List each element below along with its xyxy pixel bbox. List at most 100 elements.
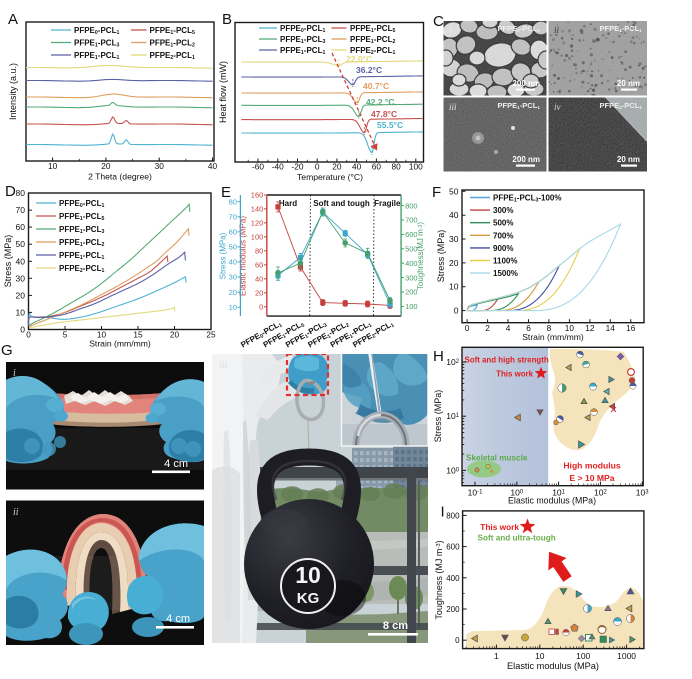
svg-text:PFPE0-PCL1: PFPE0-PCL1 [59, 199, 104, 209]
svg-text:120: 120 [251, 219, 264, 228]
svg-text:200: 200 [446, 605, 460, 614]
svg-text:400: 400 [446, 574, 460, 583]
svg-text:10: 10 [48, 161, 58, 171]
svg-text:30: 30 [16, 273, 26, 283]
svg-text:PFPE0-PCL1: PFPE0-PCL1 [280, 24, 325, 34]
svg-text:4 cm: 4 cm [164, 458, 188, 470]
svg-text:40: 40 [352, 162, 362, 172]
svg-text:20: 20 [16, 290, 26, 300]
svg-text:10: 10 [97, 330, 107, 340]
svg-text:12: 12 [585, 323, 595, 333]
svg-text:PFPE1-PCL3: PFPE1-PCL3 [59, 225, 104, 235]
svg-text:100: 100 [251, 233, 264, 242]
svg-text:i: i [450, 24, 453, 34]
svg-text:0: 0 [20, 325, 25, 335]
svg-text:-40: -40 [272, 162, 284, 172]
svg-text:160: 160 [251, 191, 264, 200]
svg-text:Stress (MPa): Stress (MPa) [433, 390, 443, 443]
svg-text:50: 50 [229, 243, 237, 252]
svg-text:800: 800 [405, 201, 418, 210]
svg-text:E: E [221, 184, 231, 201]
svg-text:PFPE0-PCL1: PFPE0-PCL1 [74, 26, 119, 36]
svg-text:10: 10 [295, 562, 321, 588]
svg-text:50: 50 [449, 186, 459, 196]
svg-text:Skeletal muscle: Skeletal muscle [466, 454, 528, 463]
svg-text:PFPE1-PCL1: PFPE1-PCL1 [280, 46, 325, 56]
svg-text:400: 400 [405, 259, 418, 268]
svg-text:Strain (mm/mm): Strain (mm/mm) [522, 332, 584, 342]
svg-text:0: 0 [259, 303, 263, 312]
svg-text:PFPE1-PCL1: PFPE1-PCL1 [600, 24, 643, 34]
svg-text:900%: 900% [493, 244, 513, 253]
svg-text:100: 100 [576, 651, 590, 661]
svg-text:300: 300 [405, 273, 418, 282]
svg-text:Temperature (°C): Temperature (°C) [297, 172, 363, 182]
svg-text:600: 600 [446, 543, 460, 552]
svg-text:Fragile: Fragile [374, 199, 401, 208]
svg-text:60: 60 [255, 261, 263, 270]
svg-text:This work: This work [480, 522, 519, 532]
svg-text:10: 10 [535, 651, 545, 661]
svg-text:10: 10 [449, 282, 459, 292]
svg-text:1000: 1000 [617, 651, 636, 661]
svg-text:22.0°C: 22.0°C [346, 54, 372, 64]
svg-text:101: 101 [552, 488, 565, 498]
svg-text:25: 25 [206, 330, 216, 340]
svg-text:8: 8 [547, 323, 552, 333]
svg-text:100: 100 [405, 302, 418, 311]
svg-text:60: 60 [16, 222, 26, 232]
svg-text:200 nm: 200 nm [512, 155, 540, 164]
svg-text:140: 140 [251, 205, 264, 214]
svg-text:20: 20 [170, 330, 180, 340]
svg-text:50: 50 [16, 239, 26, 249]
svg-text:30: 30 [155, 161, 165, 171]
svg-text:Elastic modulus (MPa): Elastic modulus (MPa) [508, 496, 596, 506]
svg-text:70: 70 [16, 205, 26, 215]
svg-text:40: 40 [255, 275, 263, 284]
svg-text:80: 80 [229, 197, 237, 206]
svg-text:30: 30 [449, 234, 459, 244]
svg-text:0: 0 [455, 636, 460, 645]
svg-text:i: i [13, 368, 16, 379]
svg-text:102: 102 [446, 357, 459, 367]
svg-text:70: 70 [229, 212, 237, 221]
svg-text:800: 800 [446, 511, 460, 520]
svg-text:2: 2 [485, 323, 490, 333]
svg-text:C: C [433, 13, 444, 30]
svg-text:2 Theta (degree): 2 Theta (degree) [88, 172, 152, 182]
svg-text:20: 20 [449, 258, 459, 268]
svg-text:102: 102 [594, 488, 607, 498]
svg-text:G: G [1, 342, 13, 359]
svg-text:PFPE1-PCL2: PFPE1-PCL2 [150, 39, 195, 49]
svg-text:40: 40 [449, 210, 459, 220]
svg-text:200: 200 [405, 288, 418, 297]
svg-text:I: I [441, 504, 445, 521]
svg-text:1: 1 [494, 651, 499, 661]
svg-text:40.7°C: 40.7°C [363, 81, 389, 91]
svg-text:Hard: Hard [279, 199, 297, 208]
svg-text:0: 0 [315, 162, 320, 172]
svg-text:200 nm: 200 nm [512, 79, 540, 88]
svg-text:30: 30 [229, 273, 237, 282]
svg-text:-20: -20 [292, 162, 304, 172]
svg-text:KG: KG [297, 590, 320, 607]
svg-text:Stress (MPa): Stress (MPa) [436, 230, 446, 283]
svg-text:42.2 °C: 42.2 °C [366, 97, 394, 107]
svg-text:20 nm: 20 nm [617, 79, 640, 88]
svg-text:1100%: 1100% [493, 257, 517, 266]
svg-text:PFPE2-PCL1: PFPE2-PCL1 [350, 46, 395, 56]
svg-text:PFPE1-PCL1: PFPE1-PCL1 [59, 251, 104, 261]
svg-text:Soft and tough: Soft and tough [313, 199, 370, 208]
svg-text:103: 103 [636, 488, 649, 498]
svg-text:16: 16 [626, 323, 636, 333]
svg-text:40: 40 [16, 256, 26, 266]
svg-text:iii: iii [449, 102, 457, 112]
svg-text:80: 80 [391, 162, 401, 172]
svg-text:10: 10 [229, 303, 237, 312]
svg-text:55.5°C: 55.5°C [377, 120, 403, 130]
svg-text:0: 0 [26, 330, 31, 340]
svg-text:60: 60 [229, 227, 237, 236]
svg-text:PFPE1-PCL2: PFPE1-PCL2 [350, 35, 395, 45]
svg-text:4 cm: 4 cm [166, 613, 190, 625]
svg-text:10: 10 [565, 323, 575, 333]
